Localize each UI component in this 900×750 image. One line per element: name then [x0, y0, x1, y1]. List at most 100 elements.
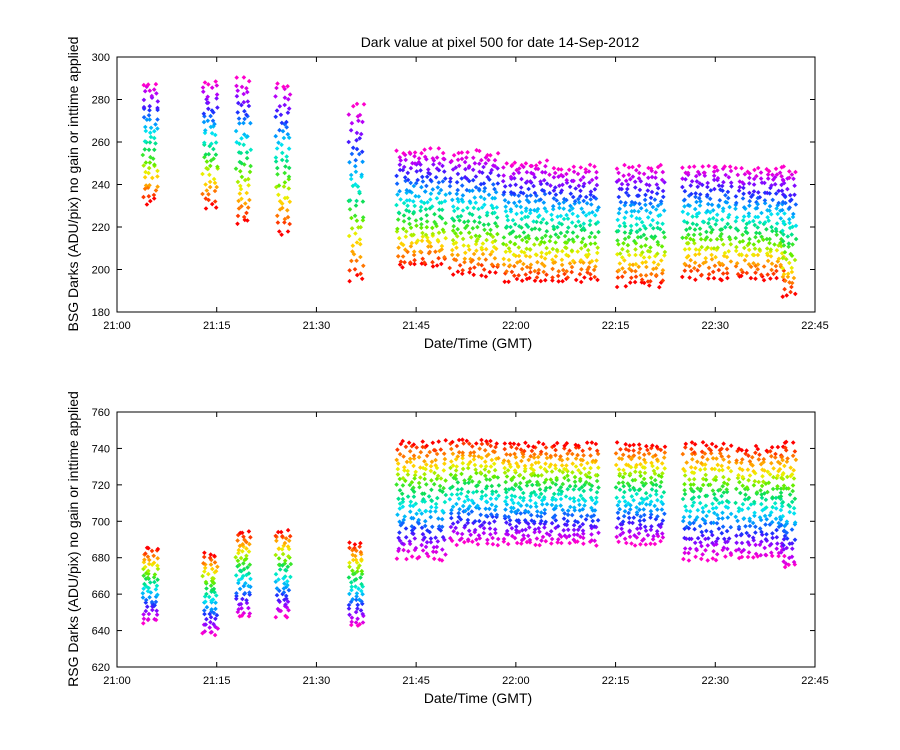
bsg-data-point [783, 278, 788, 283]
rsg-data-point [448, 472, 454, 477]
bsg-data-point [438, 187, 444, 193]
rsg-data-point [683, 504, 688, 509]
bsg-data-point [687, 225, 693, 231]
rsg-data-point [550, 515, 556, 520]
rsg-data-point [409, 554, 415, 559]
rsg-data-point [143, 551, 148, 556]
rsg-data-point [688, 465, 694, 470]
rsg-data-point [454, 501, 459, 507]
rsg-data-point [577, 502, 582, 508]
rsg-data-point [617, 471, 623, 477]
rsg-data-point [469, 498, 475, 503]
bsg-data-point [698, 236, 704, 242]
bsg-data-point [479, 245, 484, 251]
bsg-data-point [440, 163, 445, 169]
bsg-data-point [247, 169, 253, 175]
bsg-data-point [465, 219, 471, 224]
bsg-data-point [147, 183, 152, 188]
bsg-data-points [140, 75, 799, 299]
bsg-data-point [595, 250, 600, 256]
rsg-data-point [212, 560, 218, 565]
rsg-data-point [632, 477, 638, 483]
bsg-data-point [279, 157, 285, 163]
rsg-data-point [739, 447, 745, 453]
bsg-data-point [766, 218, 771, 223]
bsg-data-point [554, 198, 559, 203]
bsg-data-point [397, 262, 403, 267]
rsg-data-point [654, 457, 660, 462]
rsg-data-point [280, 534, 285, 539]
bsg-data-point [728, 259, 734, 264]
bsg-data-point [537, 213, 542, 218]
rsg-data-point [535, 513, 540, 519]
rsg-data-point [484, 439, 489, 444]
bsg-data-point [424, 224, 430, 230]
rsg-data-point [712, 496, 718, 501]
bsg-data-point [470, 212, 475, 218]
bsg-data-point [213, 152, 219, 157]
bsg-data-point [693, 194, 698, 200]
bsg-data-point [719, 277, 724, 283]
bsg-data-point [407, 198, 412, 203]
rsg-data-point [691, 482, 696, 487]
rsg-data-point [148, 580, 153, 585]
rsg-data-point [634, 510, 640, 515]
bsg-data-point [793, 169, 798, 175]
rsg-data-point [538, 449, 544, 455]
rsg-data-point [145, 588, 151, 594]
bsg-data-point [751, 182, 757, 187]
bsg-data-point [560, 174, 566, 179]
bsg-data-point [400, 265, 405, 270]
rsg-data-point [433, 463, 438, 468]
bsg-data-point [349, 226, 355, 231]
bsg-data-point [711, 275, 717, 281]
rsg-data-point [540, 534, 546, 540]
bsg-data-point [420, 179, 426, 184]
rsg-data-point [487, 506, 492, 512]
bsg-data-point [237, 141, 242, 147]
bsg-data-point [285, 214, 291, 220]
rsg-data-point [704, 443, 709, 448]
rsg-data-point [147, 595, 152, 600]
bsg-data-point [244, 112, 249, 118]
bsg-data-point [756, 239, 761, 244]
bsg-data-point [408, 225, 414, 231]
bsg-data-point [532, 278, 538, 283]
rsg-data-point [502, 470, 508, 475]
rsg-data-point [211, 586, 217, 592]
bsg-data-point [550, 257, 555, 263]
rsg-data-point [507, 522, 513, 527]
rsg-data-point [578, 476, 583, 482]
rsg-data-point [763, 522, 768, 527]
bsg-data-point [244, 86, 249, 91]
rsg-data-point [714, 512, 720, 518]
bsg-data-point [719, 227, 725, 232]
rsg-data-point [273, 614, 279, 620]
rsg-data-point [355, 602, 360, 608]
bsg-data-point [455, 214, 461, 220]
rsg-data-point [648, 475, 654, 481]
rsg-data-point [622, 509, 628, 514]
rsg-data-point [207, 611, 212, 617]
rsg-data-point [744, 448, 749, 453]
rsg-data-point [620, 474, 626, 480]
rsg-data-point [349, 615, 355, 620]
rsg-data-point [211, 621, 216, 627]
rsg-data-point [724, 446, 730, 452]
rsg-data-point [761, 459, 766, 465]
bsg-data-point [141, 115, 147, 120]
bsg-data-point [564, 197, 569, 203]
bsg-data-point [788, 193, 793, 198]
rsg-y-tick-label: 720 [92, 480, 110, 492]
rsg-data-point [567, 533, 572, 539]
bsg-data-point [424, 219, 430, 224]
bsg-data-point [209, 85, 215, 90]
bsg-data-point [447, 179, 453, 184]
bsg-data-point [751, 261, 756, 266]
bsg-data-point [719, 261, 725, 267]
rsg-data-point [575, 539, 580, 544]
rsg-data-point [209, 629, 214, 635]
bsg-data-point [473, 200, 479, 205]
bsg-data-point [746, 262, 752, 267]
bsg-data-point [358, 271, 363, 276]
